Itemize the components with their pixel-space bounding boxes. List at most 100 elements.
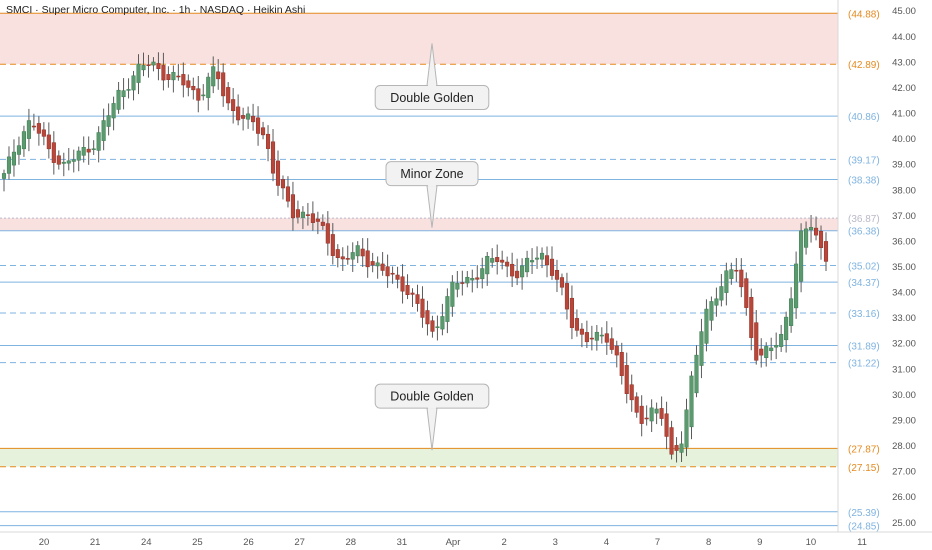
zone-band-0 (0, 13, 838, 65)
candle-body (823, 241, 829, 262)
candle-body (76, 150, 81, 161)
time-tick-label: 7 (655, 537, 660, 548)
candle-body (754, 322, 759, 361)
candle (669, 420, 674, 460)
candle-body (609, 338, 614, 350)
candle-body (500, 259, 505, 263)
candle (61, 152, 66, 177)
level-label-14: (25.39) (848, 508, 880, 519)
candle-body (644, 417, 649, 420)
candle (475, 265, 480, 289)
candle-body (699, 331, 704, 366)
level-label-11: (31.22) (848, 359, 880, 370)
candle-body (779, 334, 784, 347)
candle-body (744, 278, 749, 308)
candle (530, 248, 535, 274)
candle-body (261, 127, 266, 136)
candle (325, 211, 330, 256)
candle (674, 437, 679, 463)
candle (380, 252, 385, 276)
candle-body (320, 221, 325, 226)
candle-body (31, 125, 36, 128)
candle (76, 146, 81, 172)
candle-body (554, 270, 560, 280)
price-tick-label: 30.00 (892, 390, 916, 401)
candle-body (196, 88, 201, 101)
candle-body (794, 263, 799, 309)
candle-body (799, 230, 804, 282)
candle-body (559, 277, 565, 288)
candle (714, 287, 719, 317)
price-tick-label: 41.00 (892, 109, 916, 120)
candle-body (450, 281, 455, 307)
candle-body (669, 427, 674, 455)
candle (385, 254, 390, 288)
candle (799, 223, 804, 293)
candle-body (81, 147, 86, 156)
candle (116, 82, 121, 114)
candle (415, 284, 420, 312)
candle-body (111, 103, 116, 119)
candle-body (46, 134, 51, 150)
candle-body (634, 396, 639, 413)
candle-body (66, 160, 71, 164)
candle (395, 266, 400, 289)
candle-body (400, 276, 405, 292)
candle-body (121, 90, 126, 98)
candle (166, 66, 171, 88)
candle (754, 309, 759, 365)
candle-body (380, 263, 385, 271)
candle-body (544, 255, 550, 266)
candle-body (335, 249, 340, 258)
candle (21, 125, 26, 157)
candle-body (445, 296, 450, 322)
candle (141, 52, 146, 77)
candle (520, 258, 525, 290)
candle-body (510, 263, 515, 277)
candle (345, 245, 350, 265)
candle-body (131, 75, 136, 91)
candle-body (290, 194, 295, 219)
candle (1, 169, 7, 192)
candle (315, 211, 320, 235)
candle-body (51, 142, 56, 163)
candle-body (191, 85, 196, 91)
candle (181, 62, 186, 98)
level-label-8: (34.37) (848, 278, 880, 289)
candle-body (375, 262, 380, 267)
level-label-12: (27.87) (848, 444, 880, 455)
candle (594, 325, 599, 351)
candle-body (355, 245, 360, 257)
zones-layer (0, 13, 838, 467)
candle (574, 309, 579, 337)
candle-body (360, 248, 365, 257)
candle-body (265, 133, 271, 149)
candle (724, 262, 729, 306)
candle (664, 401, 669, 450)
candle-body (56, 155, 61, 165)
candle-body (275, 160, 281, 186)
candle-body (784, 316, 789, 341)
candle (251, 103, 256, 131)
candle (335, 244, 340, 268)
candle-body (315, 218, 320, 222)
candle-body (36, 123, 41, 134)
time-tick-label: 24 (141, 537, 152, 548)
candle-body (619, 352, 624, 376)
annotation-callout-2: Double Golden (374, 383, 490, 451)
candle-body (584, 332, 589, 343)
candle-body (186, 80, 191, 88)
price-axis: 45.00 44.00 43.00 42.00 41.00 40.00 39.00 38.00… (837, 0, 916, 532)
candle (176, 63, 181, 81)
candles-layer (1, 52, 829, 463)
candle-body (684, 409, 689, 448)
candle (216, 59, 221, 90)
candle-body (425, 310, 430, 325)
candle (241, 107, 246, 131)
candle (480, 257, 485, 289)
candle (589, 325, 594, 351)
candle-body (694, 354, 699, 394)
candle-body (91, 148, 96, 150)
chart-title: SMCI · Super Micro Computer, Inc. · 1h ·… (6, 4, 306, 16)
